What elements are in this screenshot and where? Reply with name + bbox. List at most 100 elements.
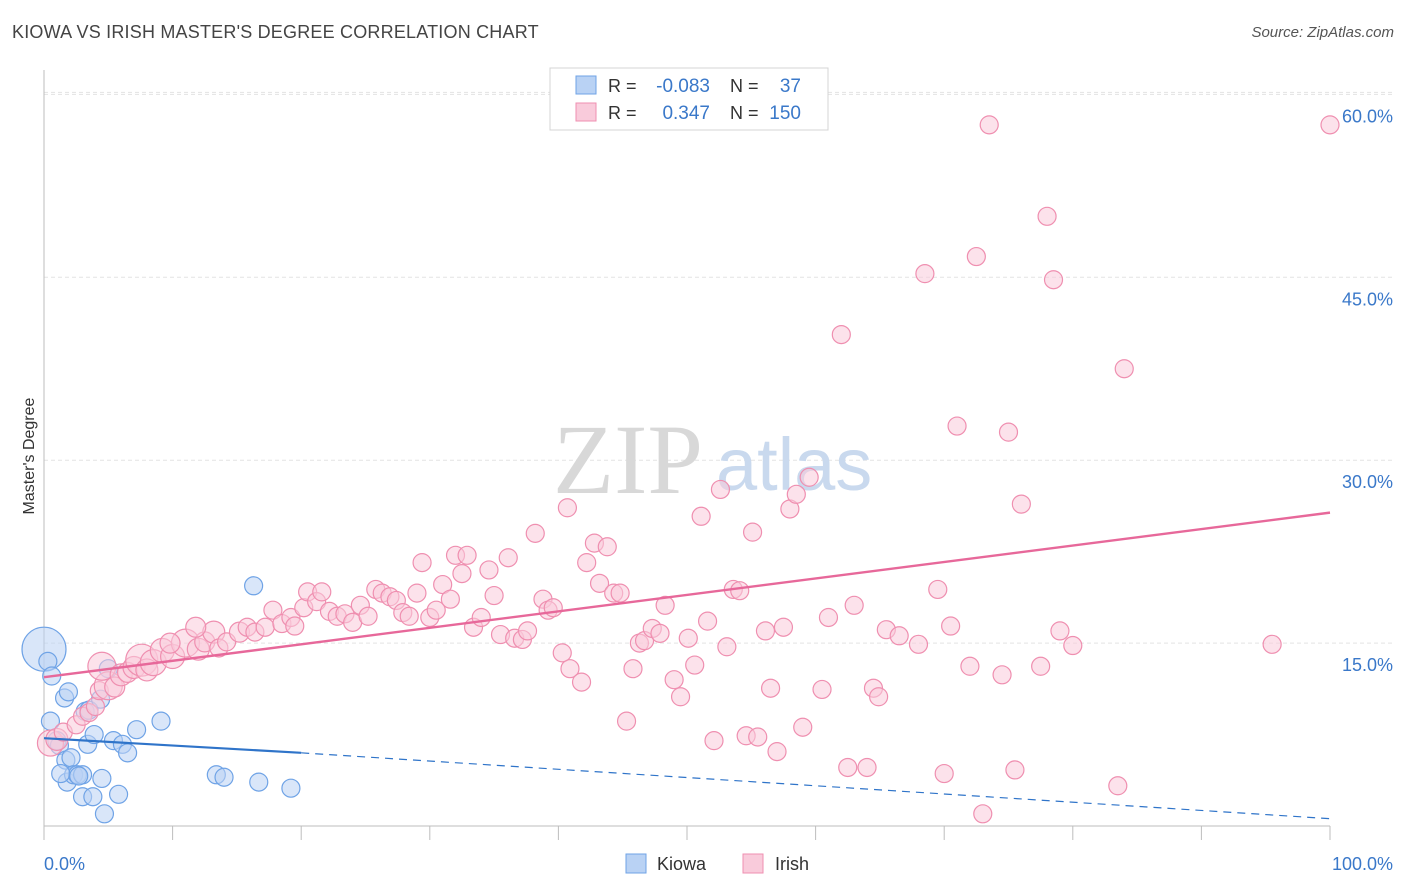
kiowa-point-22 xyxy=(94,804,115,824)
irish-point-124 xyxy=(941,616,961,636)
irish-point-113 xyxy=(838,757,858,778)
irish-point-91 xyxy=(685,655,705,675)
irish-point-129 xyxy=(979,115,999,135)
irish-point-108 xyxy=(793,717,813,737)
irish-point-80 xyxy=(610,583,630,603)
irish-point-136 xyxy=(1043,270,1064,290)
irish-point-101 xyxy=(748,727,768,747)
irish-point-6 xyxy=(85,696,106,717)
irish-point-95 xyxy=(710,479,731,500)
series-legend-swatch-irish xyxy=(742,853,764,874)
irish-point-89 xyxy=(670,687,691,707)
irish-point-132 xyxy=(1005,760,1025,780)
irish-point-82 xyxy=(623,659,643,679)
irish-point-144 xyxy=(185,616,207,638)
y-tick-label-45: 45.0% xyxy=(1342,289,1393,309)
kiowa-point-27 xyxy=(117,743,138,763)
irish-point-50 xyxy=(412,553,432,573)
irish-point-75 xyxy=(577,553,597,573)
irish-point-111 xyxy=(818,607,839,628)
chart-title: KIOWA VS IRISH MASTER'S DEGREE CORRELATI… xyxy=(12,22,539,42)
irish-point-78 xyxy=(597,537,617,557)
irish-point-114 xyxy=(844,595,864,615)
legend-n-label-irish: N = xyxy=(730,103,759,123)
irish-point-138 xyxy=(1063,635,1083,656)
irish-point-87 xyxy=(655,595,675,615)
irish-point-110 xyxy=(812,679,832,700)
irish-point-52 xyxy=(426,600,446,620)
irish-point-140 xyxy=(1114,359,1134,379)
irish-point-103 xyxy=(760,678,781,698)
irish-point-94 xyxy=(704,731,724,751)
series-legend-label-irish: Irish xyxy=(775,854,809,874)
trend-lines xyxy=(43,511,1331,820)
irish-point-107 xyxy=(786,484,806,504)
irish-point-104 xyxy=(767,742,787,762)
irish-point-61 xyxy=(484,585,504,606)
irish-point-105 xyxy=(773,617,794,637)
kiowa-trend-line xyxy=(43,737,302,754)
irish-point-142 xyxy=(1320,115,1340,135)
irish-point-56 xyxy=(452,563,472,584)
irish-point-67 xyxy=(525,523,545,543)
irish-point-102 xyxy=(755,621,776,641)
irish-point-133 xyxy=(1011,494,1031,514)
irish-point-128 xyxy=(973,804,993,824)
irish-point-42 xyxy=(358,606,378,626)
legend-r-value-irish: 0.347 xyxy=(662,103,710,124)
y-axis-label: Master's Degree xyxy=(21,397,38,514)
kiowa-point-18 xyxy=(83,787,103,807)
legend-n-label-kiowa: N = xyxy=(730,76,759,96)
irish-point-112 xyxy=(831,325,851,345)
legend-n-value-irish: 150 xyxy=(769,103,801,124)
axes xyxy=(43,70,1331,840)
irish-point-122 xyxy=(928,579,948,600)
kiowa-point-21 xyxy=(92,768,112,789)
data-points xyxy=(21,115,1340,824)
irish-point-121 xyxy=(915,264,935,284)
kiowa-point-33 xyxy=(249,772,269,792)
irish-point-119 xyxy=(889,626,909,646)
tick-labels: 15.0% 30.0% 45.0% 60.0% 0.0% 100.0% xyxy=(44,106,1393,874)
irish-point-141 xyxy=(1262,634,1282,654)
irish-point-71 xyxy=(552,643,572,663)
irish-point-57 xyxy=(457,545,477,565)
irish-point-109 xyxy=(799,467,819,487)
irish-point-28 xyxy=(255,617,275,637)
series-legend-swatch-kiowa xyxy=(625,853,647,874)
kiowa-point-19 xyxy=(84,724,104,745)
irish-point-93 xyxy=(697,611,718,631)
irish-point-92 xyxy=(691,506,711,526)
irish-point-139 xyxy=(1108,776,1128,796)
irish-point-96 xyxy=(717,637,737,657)
x-tick-label-min: 0.0% xyxy=(44,854,85,874)
irish-point-63 xyxy=(498,548,518,568)
stats-legend: R = -0.083 N = 37 R = 0.347 N = 150 xyxy=(549,67,829,131)
irish-point-123 xyxy=(934,763,954,784)
kiowa-point-31 xyxy=(214,767,234,787)
irish-point-134 xyxy=(1031,656,1051,676)
irish-point-120 xyxy=(908,634,929,654)
kiowa-point-29 xyxy=(151,711,171,731)
legend-r-label-kiowa: R = xyxy=(608,76,637,96)
kiowa-point-32 xyxy=(244,576,264,596)
kiowa-point-28 xyxy=(126,720,147,740)
kiowa-trend-extension xyxy=(301,752,1331,820)
irish-point-126 xyxy=(960,656,980,676)
irish-point-77 xyxy=(589,573,610,593)
irish-point-59 xyxy=(471,607,491,628)
irish-point-127 xyxy=(966,246,986,267)
legend-swatch-irish xyxy=(575,102,597,122)
irish-point-29 xyxy=(263,600,283,620)
kiowa-point-10 xyxy=(61,748,81,768)
irish-point-115 xyxy=(857,757,877,778)
source-label: Source: ZipAtlas.com xyxy=(1251,24,1394,41)
irish-point-137 xyxy=(1050,621,1070,641)
legend-r-value-kiowa: -0.083 xyxy=(656,76,710,97)
irish-point-48 xyxy=(399,606,419,626)
x-tick-label-max: 100.0% xyxy=(1332,854,1393,874)
legend-swatch-kiowa xyxy=(575,75,597,95)
kiowa-point-25 xyxy=(108,784,129,804)
y-tick-label-15: 15.0% xyxy=(1342,655,1393,675)
